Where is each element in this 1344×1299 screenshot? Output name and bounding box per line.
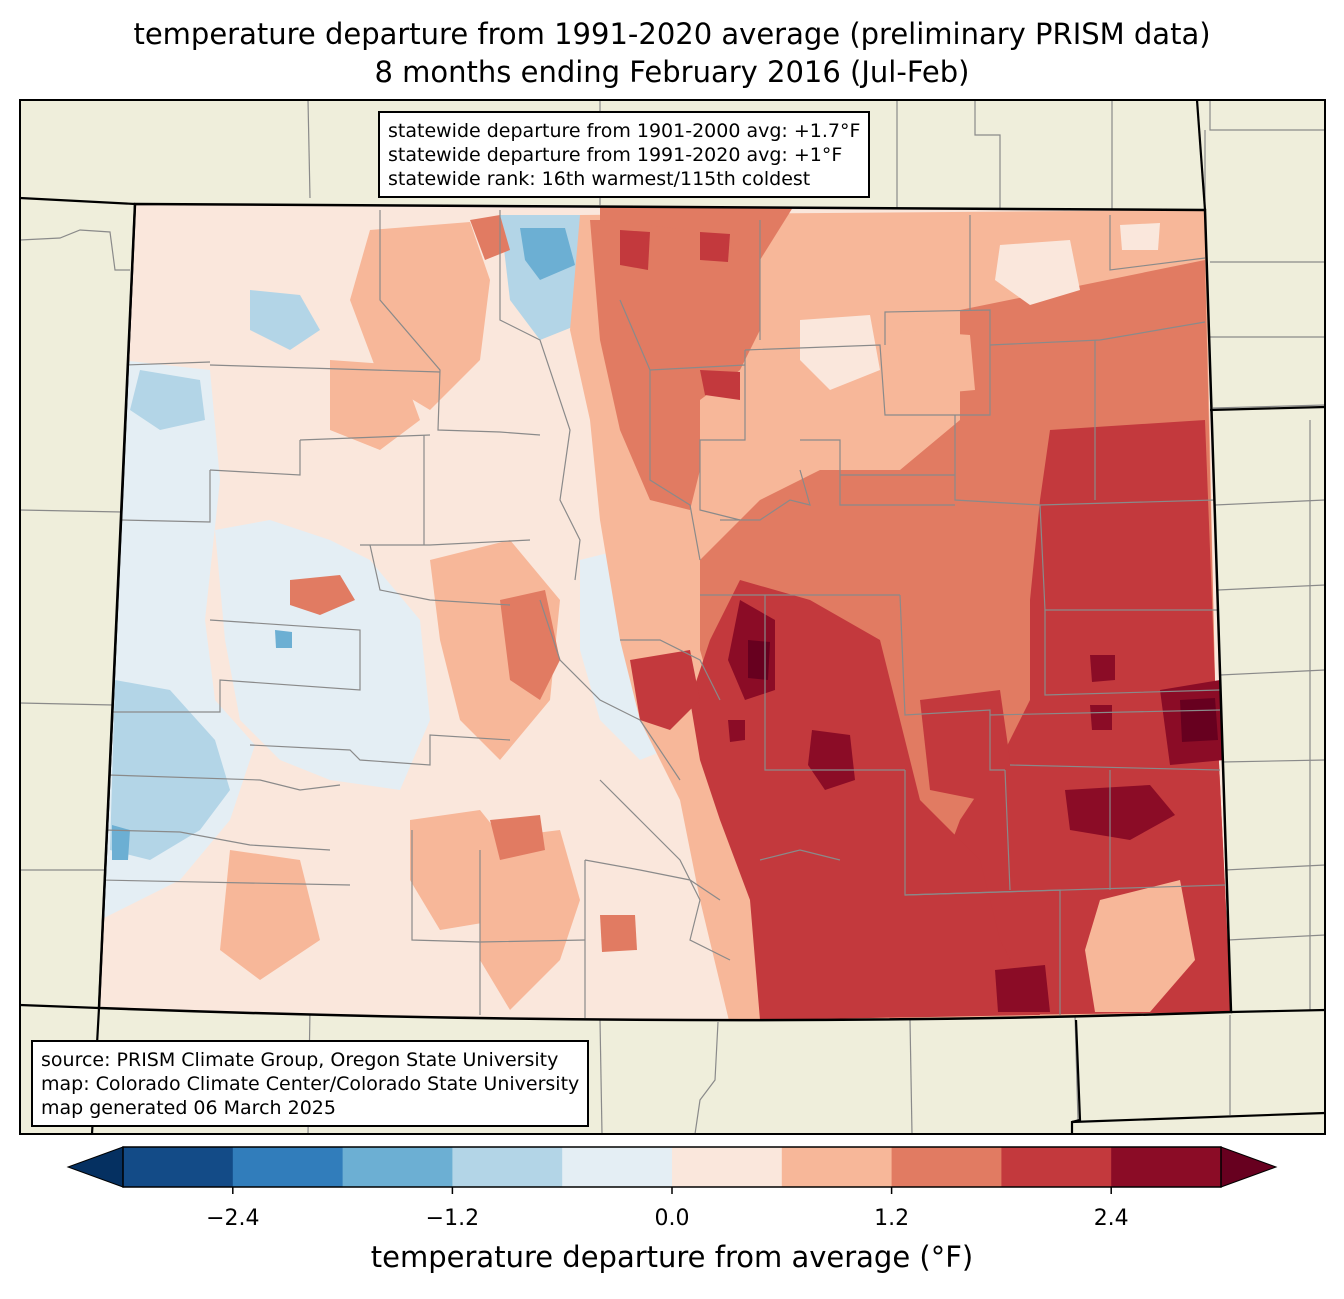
credits-line-1: source: PRISM Climate Group, Oregon Stat… [41, 1049, 559, 1071]
stats-line-2: statewide departure from 1991-2020 avg: … [388, 144, 843, 166]
credits-box: source: PRISM Climate Group, Oregon Stat… [31, 1040, 590, 1127]
colorbar-swatch [452, 1147, 563, 1187]
colorbar [66, 1146, 1278, 1194]
chart-title-line-1: temperature departure from 1991-2020 ave… [133, 17, 1211, 51]
credits-line-3: map generated 06 March 2025 [41, 1097, 336, 1119]
stats-line-1: statewide departure from 1901-2000 avg: … [388, 120, 861, 142]
colorbar-tick-label: −1.2 [425, 1206, 480, 1231]
temperature-departure-field [99, 204, 1231, 1021]
colorbar-swatch [1111, 1147, 1222, 1187]
credits-line-2: map: Colorado Climate Center/Colorado St… [41, 1073, 580, 1095]
stats-line-3: statewide rank: 16th warmest/115th colde… [388, 168, 811, 190]
statewide-stats-box: statewide departure from 1901-2000 avg: … [378, 111, 871, 198]
colorbar-swatch [781, 1147, 893, 1187]
colorbar-swatch [562, 1147, 673, 1187]
colorbar-swatch [123, 1147, 234, 1187]
colorbar-label: temperature departure from average (°F) [370, 1240, 974, 1274]
chart-title-line-2: 8 months ending February 2016 (Jul-Feb) [374, 55, 970, 89]
colorbar-tick-label: 2.4 [1093, 1206, 1129, 1231]
colorbar-swatch [1001, 1147, 1112, 1187]
colorbar-swatch [672, 1147, 783, 1187]
colorbar-tick-label: 0.0 [654, 1206, 690, 1231]
colorbar-over-extension [1220, 1146, 1278, 1188]
colorbar-tick-label: 1.2 [874, 1206, 910, 1231]
colorbar-swatch [342, 1147, 453, 1187]
colorbar-swatch [891, 1147, 1002, 1187]
colorbar-tick-label: −2.4 [206, 1206, 260, 1231]
map-frame [19, 99, 1326, 1135]
colorbar-swatch [232, 1147, 344, 1187]
colorado-border [97, 202, 1233, 1022]
colorbar-under-extension [66, 1146, 124, 1188]
